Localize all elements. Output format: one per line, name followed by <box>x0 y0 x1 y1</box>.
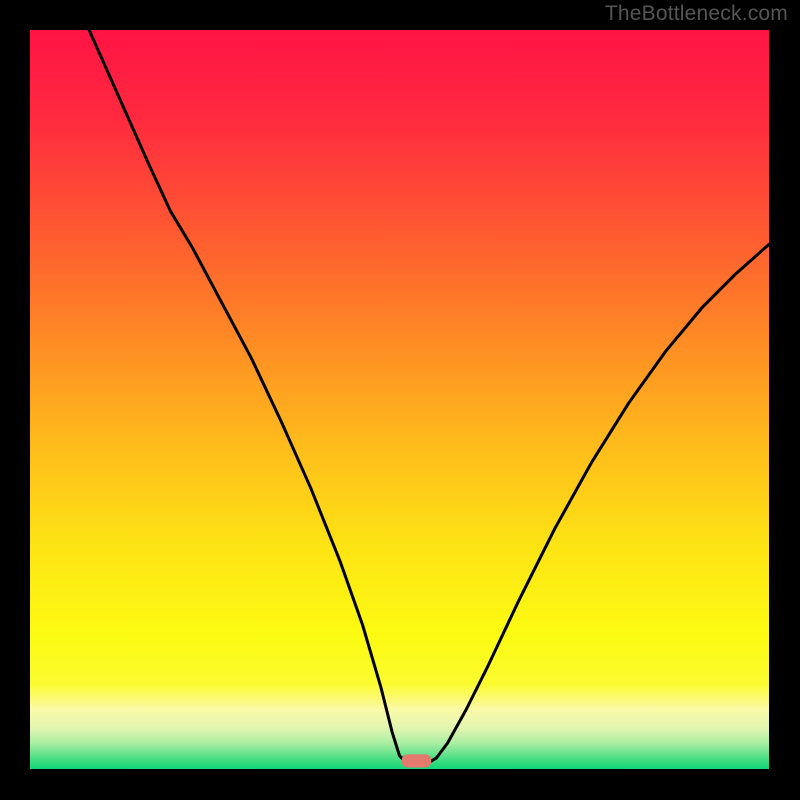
bottleneck-plot <box>0 0 800 800</box>
gradient-background <box>30 30 769 769</box>
watermark-text: TheBottleneck.com <box>605 2 788 26</box>
optimal-marker <box>402 754 432 767</box>
